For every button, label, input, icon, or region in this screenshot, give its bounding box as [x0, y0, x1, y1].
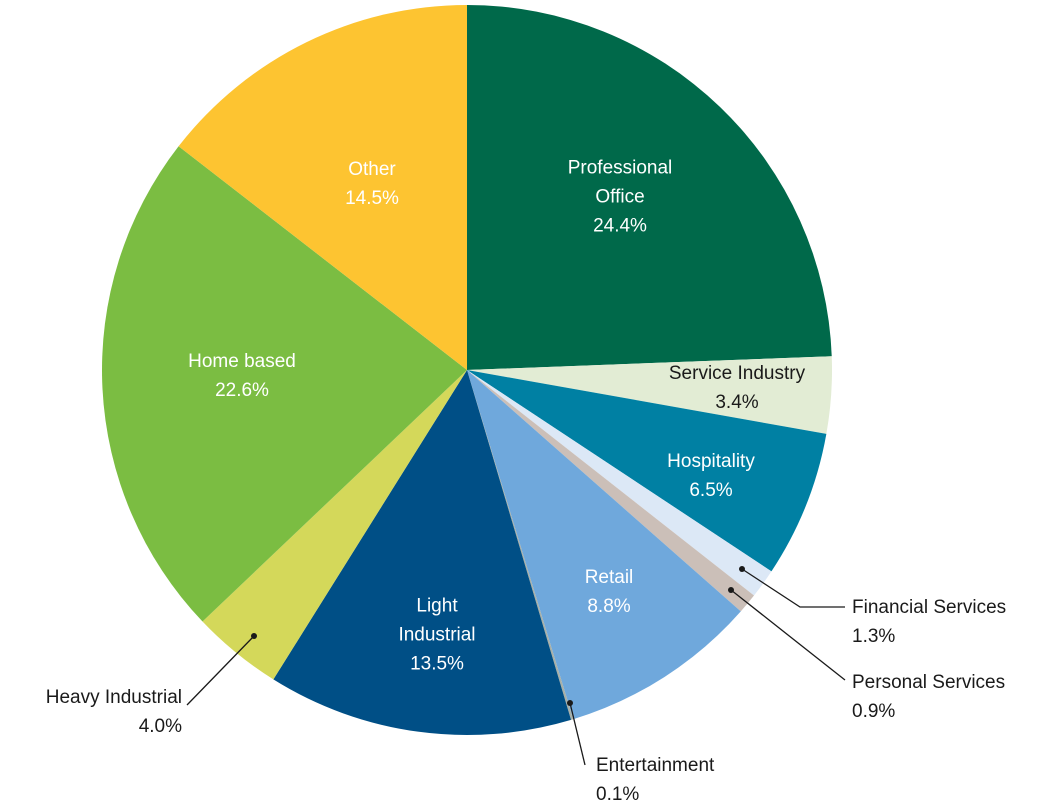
value-label: 8.8% — [587, 596, 631, 617]
value-label: 0.9% — [852, 701, 896, 722]
value-label: 24.4% — [593, 215, 647, 237]
slice — [178, 5, 467, 370]
slice — [467, 356, 832, 434]
slice-label: Financial Services — [852, 597, 1007, 618]
value-label: 22.6% — [215, 380, 269, 401]
value-label: 14.5% — [345, 188, 399, 209]
slice-label: Retail — [584, 567, 634, 588]
leader-dot — [728, 587, 734, 593]
label-group: Hospitality 6.5% — [636, 447, 786, 505]
leader-line — [730, 589, 846, 681]
label-group: Light Industrial 13.5% — [377, 592, 497, 679]
slice — [467, 370, 772, 596]
leader-dot — [739, 566, 745, 572]
leader-line — [186, 635, 255, 706]
slice — [467, 370, 827, 572]
slice-label: Professional Office — [567, 157, 673, 208]
value-label: 3.4% — [715, 392, 759, 413]
slice-label: Entertainment — [596, 755, 715, 776]
slice-label: Heavy Industrial — [45, 687, 182, 708]
slice-label: Light Industrial — [398, 595, 476, 646]
slice — [467, 370, 754, 612]
slice-label: Personal Services — [852, 672, 1006, 693]
slice — [467, 370, 574, 720]
label-group: Professional Office 24.4% — [545, 154, 695, 241]
slice-label: Service Industry — [668, 363, 806, 384]
leader-line — [569, 702, 586, 766]
value-label: 6.5% — [689, 480, 733, 501]
label-group: Home based 22.6% — [182, 347, 302, 405]
leader-dot — [567, 700, 573, 706]
slice-label: Other — [348, 159, 396, 180]
value-label: 1.3% — [852, 626, 896, 647]
value-label: 13.5% — [410, 653, 464, 675]
label-group: Retail 8.8% — [534, 563, 684, 621]
slice — [467, 5, 832, 370]
slice-label: Hospitality — [667, 451, 755, 472]
value-label: 4.0% — [138, 716, 182, 737]
slice-label: Home based — [188, 351, 296, 372]
value-label: 0.1% — [596, 784, 640, 805]
leader-line — [741, 568, 845, 608]
slice — [101, 146, 467, 622]
label-group: Other 14.5% — [327, 155, 417, 213]
leader-dot — [251, 633, 257, 639]
slice — [273, 370, 572, 735]
slice — [467, 370, 741, 720]
label-group: Service Industry 3.4% — [637, 359, 837, 417]
slice — [202, 370, 468, 680]
